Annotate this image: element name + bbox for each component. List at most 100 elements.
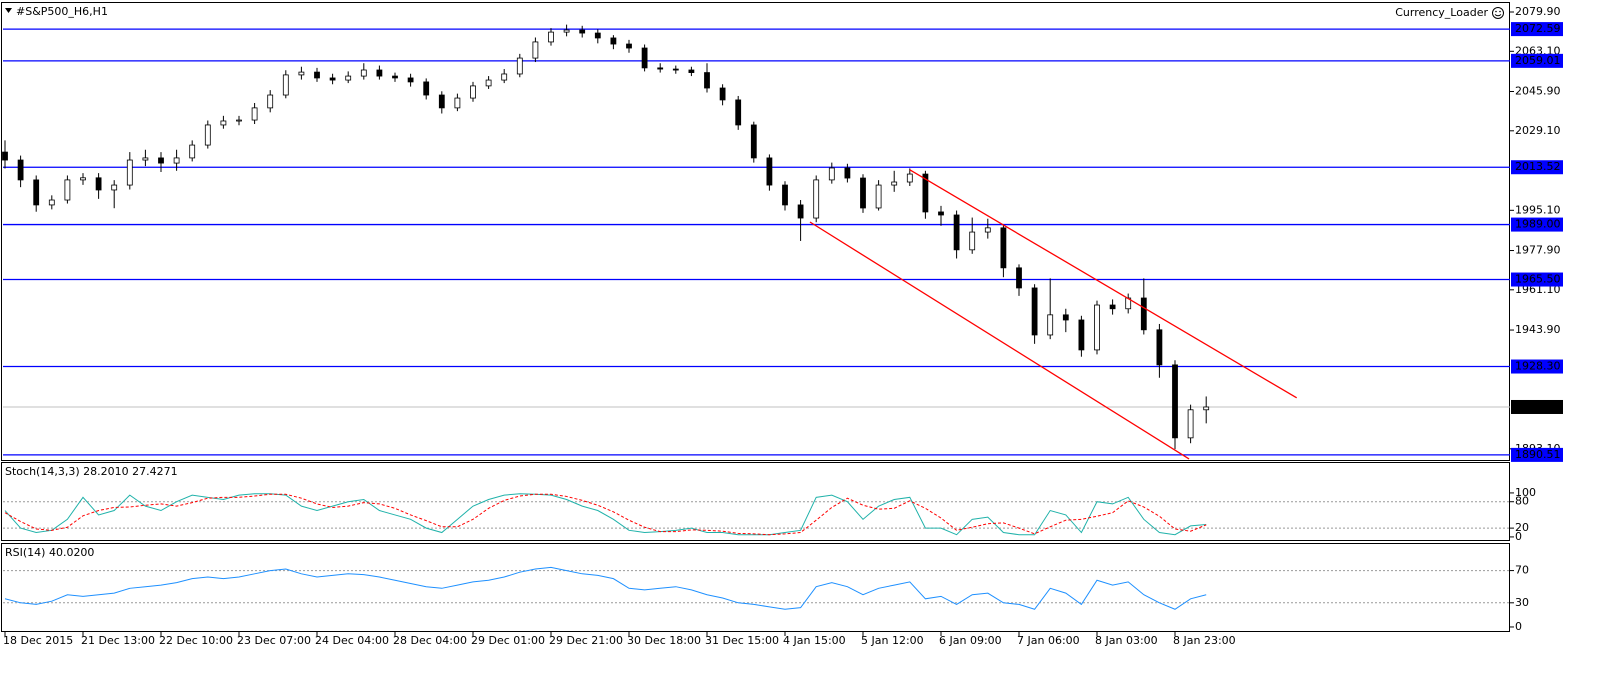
- level-label: 1928.30: [1515, 360, 1561, 373]
- level-label-box: [1511, 160, 1563, 175]
- candle-body: [173, 157, 180, 164]
- x-tick-label: 30 Dec 18:00: [627, 634, 701, 647]
- candle-body: [657, 67, 664, 70]
- x-tick-label: 31 Dec 15:00: [705, 634, 779, 647]
- x-tick-label: 29 Dec 21:00: [549, 634, 623, 647]
- candle-body: [392, 75, 398, 79]
- panel-title: Stoch(14,3,3) 28.2010 27.4271: [5, 465, 178, 478]
- chart-title: #S&P500_H6,H1: [16, 5, 108, 18]
- candle-body: [844, 167, 851, 179]
- candle-body: [454, 97, 461, 109]
- candle-body: [953, 214, 960, 251]
- candle-body: [672, 68, 679, 71]
- candle-body: [298, 71, 305, 76]
- candle-body: [80, 177, 86, 181]
- y-tick-label: 80: [1515, 495, 1529, 508]
- candle-body: [1187, 409, 1194, 439]
- candle-body: [33, 179, 40, 206]
- candle-body: [688, 69, 695, 73]
- price-frame: [1, 2, 1510, 461]
- candle-body: [969, 231, 976, 251]
- indicator-line: [4, 493, 1207, 536]
- x-tick-label: 23 Dec 07:00: [237, 634, 311, 647]
- candle-body: [438, 94, 445, 109]
- candle-body: [2, 151, 8, 161]
- candle-body: [735, 99, 742, 126]
- y-tick-label: 20: [1515, 521, 1529, 534]
- price-label: 1911.00: [1515, 400, 1561, 413]
- candle-body: [64, 179, 71, 201]
- candle-body: [423, 81, 430, 96]
- candle-body: [891, 181, 898, 186]
- level-label: 1989.00: [1515, 218, 1561, 231]
- level-label: 2013.52: [1515, 160, 1561, 173]
- indicator-name: Currency_Loader: [1395, 6, 1488, 19]
- y-tick-label: 100: [1515, 486, 1536, 499]
- candle-body: [1156, 329, 1163, 366]
- candle-body: [95, 177, 102, 191]
- candle-body: [1109, 304, 1116, 310]
- candle-body: [158, 157, 164, 164]
- candle-body: [1000, 227, 1007, 269]
- level-label: 1965.50: [1515, 273, 1561, 286]
- candle-body: [360, 69, 367, 77]
- level-label-box: [1511, 272, 1563, 287]
- x-tick-label: 8 Jan 23:00: [1173, 634, 1236, 647]
- trendline: [809, 221, 1190, 460]
- x-tick-label: 5 Jan 12:00: [861, 634, 924, 647]
- y-tick-label: 0: [1515, 620, 1522, 633]
- candle-body: [906, 173, 913, 183]
- candle-body: [251, 107, 258, 121]
- price-label-box: [1511, 399, 1563, 414]
- candle-body: [1172, 364, 1178, 439]
- x-tick-label: 8 Jan 03:00: [1095, 634, 1158, 647]
- panel-title: RSI(14) 40.0200: [5, 546, 94, 559]
- candle-body: [189, 144, 196, 159]
- menu-triangle[interactable]: [5, 8, 12, 13]
- candle-body: [563, 29, 570, 33]
- candle-body: [236, 119, 242, 122]
- candle-body: [111, 184, 118, 191]
- y-tick-label: 2079.90: [1515, 5, 1561, 18]
- candle-body: [1016, 267, 1022, 289]
- y-tick-label: 0: [1515, 530, 1522, 543]
- candle-body: [126, 159, 133, 186]
- y-tick-label: 30: [1515, 596, 1529, 609]
- level-label-box: [1511, 359, 1563, 374]
- candle-body: [641, 47, 648, 69]
- indicator-line: [4, 566, 1207, 610]
- candle-body: [282, 74, 289, 96]
- x-tick-label: 21 Dec 13:00: [81, 634, 155, 647]
- candle-body: [610, 37, 617, 45]
- y-tick-label: 1995.10: [1515, 203, 1561, 216]
- level-label-box: [1511, 53, 1563, 68]
- y-tick-label: 1943.90: [1515, 323, 1561, 336]
- candle-body: [548, 31, 554, 43]
- candle-body: [984, 227, 991, 233]
- candle-body: [345, 75, 352, 81]
- candle-body: [1062, 314, 1069, 321]
- candle-body: [594, 32, 601, 39]
- x-tick-label: 22 Dec 10:00: [159, 634, 233, 647]
- candle-body: [922, 173, 929, 213]
- candle-body: [485, 79, 492, 87]
- level-label-box: [1511, 217, 1563, 232]
- candle-body: [704, 72, 710, 89]
- candle-body: [860, 177, 866, 209]
- candle-body: [1203, 406, 1210, 411]
- stoch-frame: [1, 462, 1510, 541]
- level-label: 1890.51: [1515, 448, 1561, 461]
- candle-body: [782, 184, 788, 206]
- y-tick-label: 70: [1515, 564, 1529, 577]
- candle-body: [750, 124, 757, 159]
- x-tick-label: 28 Dec 04:00: [393, 634, 467, 647]
- y-tick-label: 2029.10: [1515, 124, 1561, 137]
- candle-body: [797, 204, 804, 219]
- candle-body: [407, 77, 414, 83]
- candle-body: [314, 71, 320, 79]
- x-tick-label: 29 Dec 01:00: [471, 634, 545, 647]
- candle-body: [329, 77, 336, 81]
